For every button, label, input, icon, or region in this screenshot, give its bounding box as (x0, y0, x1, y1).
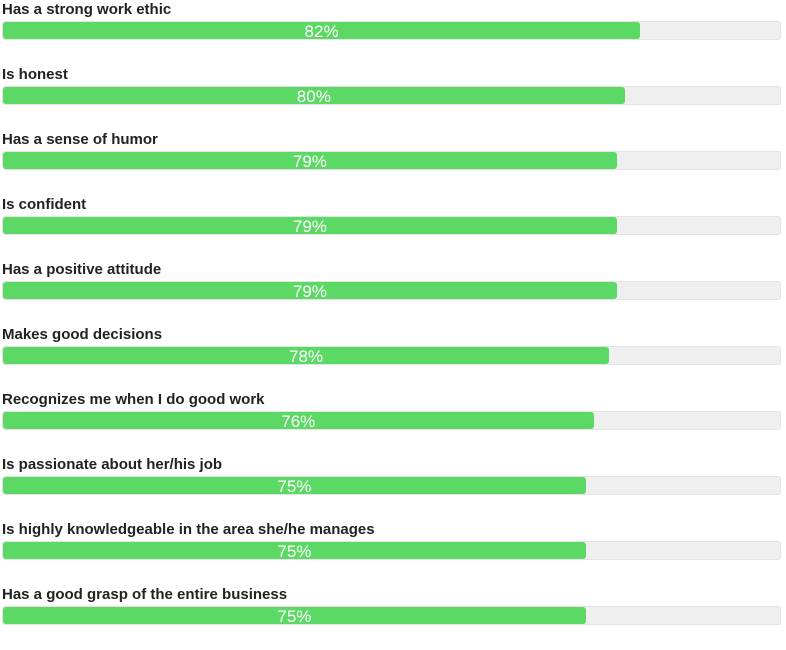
bar-track: 75% (2, 606, 781, 625)
bar-row: Is highly knowledgeable in the area she/… (2, 520, 782, 585)
value-label: 76% (281, 412, 316, 430)
bar-track: 79% (2, 281, 781, 300)
bar-track: 75% (2, 476, 781, 495)
category-label: Has a sense of humor (2, 131, 158, 148)
bar-fill (3, 22, 641, 39)
bar-row: Is honest 80% (2, 65, 782, 130)
bar-fill (3, 217, 617, 234)
bar-row: Is passionate about her/his job 75% (2, 455, 782, 520)
bar-row: Is confident 79% (2, 195, 782, 260)
bar-row: Recognizes me when I do good work 76% (2, 390, 782, 455)
category-label: Recognizes me when I do good work (2, 391, 265, 408)
category-label: Is passionate about her/his job (2, 456, 223, 473)
bar-row: Has a positive attitude 79% (2, 260, 782, 325)
bar-row: Makes good decisions 78% (2, 325, 782, 390)
category-label: Has a good grasp of the entire business (2, 586, 288, 603)
bar-fill (3, 542, 586, 559)
value-label: 78% (289, 347, 324, 365)
bar-fill (3, 282, 617, 299)
bar-track: 82% (2, 21, 781, 40)
value-label: 82% (304, 22, 339, 40)
value-label: 79% (292, 282, 327, 300)
bar-fill (3, 152, 617, 169)
bar-row: Has a sense of humor 79% (2, 130, 782, 195)
bar-row: Has a strong work ethic 82% (2, 0, 782, 65)
category-label: Has a positive attitude (2, 261, 162, 278)
category-label: Is confident (2, 196, 87, 213)
bar-track: 78% (2, 346, 781, 365)
value-label: 75% (277, 542, 312, 560)
value-label: 75% (277, 477, 312, 495)
bar-fill (3, 412, 594, 429)
bar-fill (3, 87, 625, 104)
bar-track: 75% (2, 541, 781, 560)
bar-fill (3, 347, 610, 364)
bar-track: 79% (2, 216, 781, 235)
value-label: 79% (292, 217, 327, 235)
bar-fill (3, 607, 586, 624)
bar-row: Has a good grasp of the entire business 7… (2, 585, 782, 650)
category-label: Is highly knowledgeable in the area she/… (2, 521, 375, 538)
value-label: 75% (277, 607, 312, 625)
category-label: Makes good decisions (2, 326, 163, 343)
category-label: Has a strong work ethic (2, 1, 172, 18)
category-label: Is honest (2, 66, 68, 83)
bar-track: 76% (2, 411, 781, 430)
value-label: 79% (292, 152, 327, 170)
bar-track: 80% (2, 86, 781, 105)
bar-fill (3, 477, 586, 494)
value-label: 80% (296, 87, 331, 105)
bar-track: 79% (2, 151, 781, 170)
